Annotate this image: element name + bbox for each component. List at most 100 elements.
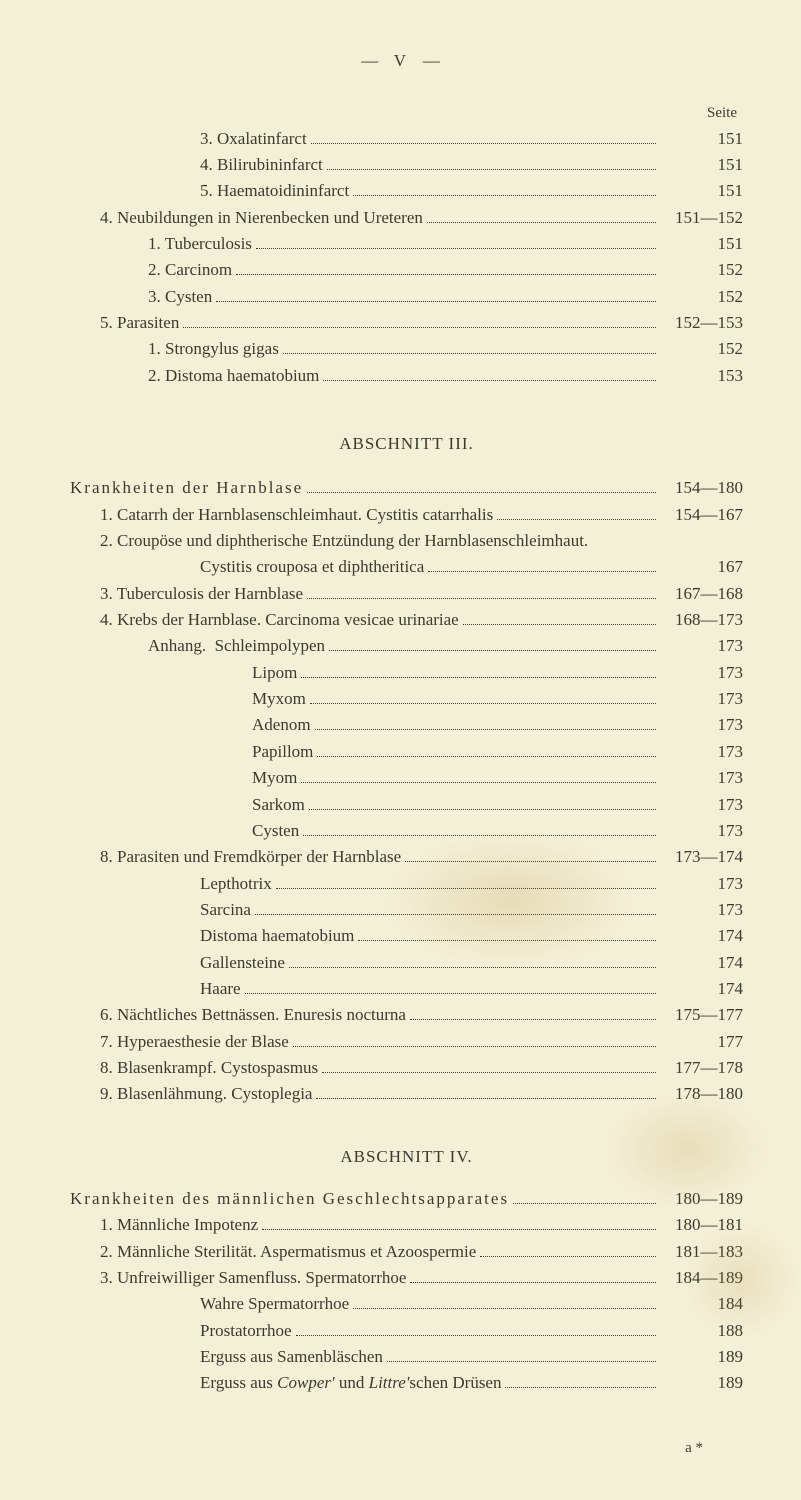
toc-label: Sarcina bbox=[200, 897, 251, 923]
leader-dots bbox=[497, 505, 656, 520]
toc-label: Lepthotrix bbox=[200, 871, 272, 897]
toc-label: 3. Tuberculosis der Harnblase bbox=[100, 581, 303, 607]
toc-label: Prostatorrhoe bbox=[200, 1318, 292, 1344]
toc-row: 1. Tuberculosis151 bbox=[70, 231, 743, 257]
toc-label: Papillom bbox=[252, 739, 313, 765]
dash-right: — bbox=[423, 51, 440, 70]
toc-page: 174 bbox=[660, 950, 743, 976]
toc-page: 173 bbox=[660, 818, 743, 844]
leader-dots bbox=[316, 1085, 656, 1100]
toc-page: 180—189 bbox=[660, 1186, 743, 1212]
leader-dots bbox=[410, 1006, 656, 1021]
toc-row: 4. Krebs der Harnblase. Carcinoma vesica… bbox=[70, 607, 743, 633]
toc-page: 151—152 bbox=[660, 205, 743, 231]
toc-row: Gallensteine 174 bbox=[70, 950, 743, 976]
toc-row: 2. Croupöse und diphtherische Entzündung… bbox=[70, 528, 743, 554]
toc-row: 1. Männliche Impotenz180—181 bbox=[70, 1212, 743, 1238]
leader-dots bbox=[311, 129, 656, 144]
toc-row: 6. Nächtliches Bettnässen. Enuresis noct… bbox=[70, 1002, 743, 1028]
leader-dots bbox=[463, 611, 656, 626]
toc-page: 151 bbox=[660, 126, 743, 152]
toc-label: 3. Unfreiwilliger Samenfluss. Spermatorr… bbox=[100, 1265, 406, 1291]
toc-page: 154—180 bbox=[660, 475, 743, 501]
toc-page: 173 bbox=[660, 712, 743, 738]
toc-row: Cysten 173 bbox=[70, 818, 743, 844]
dash-left: — bbox=[361, 51, 378, 70]
toc-label: Gallensteine bbox=[200, 950, 285, 976]
toc-page: 151 bbox=[660, 178, 743, 204]
toc-label: Wahre Spermatorrhoe bbox=[200, 1291, 349, 1317]
leader-dots bbox=[480, 1242, 656, 1257]
leader-dots bbox=[405, 848, 656, 863]
leader-dots bbox=[329, 637, 656, 652]
toc-page: 173 bbox=[660, 765, 743, 791]
toc-page: 152 bbox=[660, 284, 743, 310]
toc-page: 167 bbox=[660, 554, 743, 580]
toc-page: 152 bbox=[660, 257, 743, 283]
leader-dots bbox=[358, 927, 656, 942]
toc-row: Distoma haematobium174 bbox=[70, 923, 743, 949]
toc-page: 173 bbox=[660, 792, 743, 818]
toc-page: 174 bbox=[660, 976, 743, 1002]
toc-row: 3. Tuberculosis der Harnblase167—168 bbox=[70, 581, 743, 607]
toc-row: Papillom173 bbox=[70, 739, 743, 765]
toc-row: Lipom173 bbox=[70, 660, 743, 686]
leader-dots bbox=[276, 874, 656, 889]
leader-dots bbox=[216, 287, 656, 302]
toc-row: 3. Unfreiwilliger Samenfluss. Spermatorr… bbox=[70, 1265, 743, 1291]
leader-dots bbox=[410, 1268, 656, 1283]
leader-dots bbox=[301, 663, 656, 678]
toc-label: Adenom bbox=[252, 712, 311, 738]
toc-page: 178—180 bbox=[660, 1081, 743, 1107]
toc-page: 153 bbox=[660, 363, 743, 389]
toc-page: 174 bbox=[660, 923, 743, 949]
toc-page: 175—177 bbox=[660, 1002, 743, 1028]
toc-row: Adenom 173 bbox=[70, 712, 743, 738]
toc-label: Haare bbox=[200, 976, 241, 1002]
toc-label: 3. Cysten bbox=[148, 284, 212, 310]
toc-label: 3. Oxalatinfarct bbox=[200, 126, 307, 152]
toc-label: 4. Neubildungen in Nierenbecken und Uret… bbox=[100, 205, 423, 231]
leader-dots bbox=[315, 716, 656, 731]
leader-dots bbox=[513, 1189, 656, 1204]
toc-row: Prostatorrhoe188 bbox=[70, 1318, 743, 1344]
toc-row: 5. Haematoidininfarct 151 bbox=[70, 178, 743, 204]
toc-row: 2. Carcinom152 bbox=[70, 257, 743, 283]
toc-page: 173 bbox=[660, 897, 743, 923]
toc-page: 173 bbox=[660, 871, 743, 897]
toc-page: 152 bbox=[660, 336, 743, 362]
leader-dots bbox=[327, 155, 656, 170]
toc-label: 1. Catarrh der Harnblasenschleimhaut. Cy… bbox=[100, 502, 493, 528]
leader-dots bbox=[296, 1321, 656, 1336]
toc-row: 4. Neubildungen in Nierenbecken und Uret… bbox=[70, 205, 743, 231]
toc-row: Krankheiten der Harnblase154—180 bbox=[70, 475, 743, 501]
toc-label: 4. Bilirubininfarct bbox=[200, 152, 323, 178]
leader-dots bbox=[307, 584, 656, 599]
toc-row: 8. Parasiten und Fremdkörper der Harnbla… bbox=[70, 844, 743, 870]
toc-page: 177—178 bbox=[660, 1055, 743, 1081]
toc-row: Krankheiten des männlichen Geschlechtsap… bbox=[70, 1186, 743, 1212]
toc-label: 5. Haematoidininfarct bbox=[200, 178, 349, 204]
toc-label: Erguss aus Samenbläschen bbox=[200, 1344, 383, 1370]
leader-dots bbox=[505, 1374, 656, 1389]
leader-dots bbox=[301, 769, 656, 784]
toc-row: 4. Bilirubininfarct 151 bbox=[70, 152, 743, 178]
toc-row: 2. Distoma haematobium153 bbox=[70, 363, 743, 389]
toc-page: 151 bbox=[660, 152, 743, 178]
toc-page: 168—173 bbox=[660, 607, 743, 633]
toc-label: 7. Hyperaesthesie der Blase bbox=[100, 1029, 289, 1055]
toc-row: Myom 173 bbox=[70, 765, 743, 791]
toc-page: 173 bbox=[660, 686, 743, 712]
roman-numeral: V bbox=[394, 51, 407, 70]
leader-dots bbox=[255, 900, 656, 915]
toc-row: Anhang. Schleimpolypen173 bbox=[70, 633, 743, 659]
toc-row: Sarkom 173 bbox=[70, 792, 743, 818]
toc-row: Erguss aus Cowper' und Littre'schen Drüs… bbox=[70, 1370, 743, 1396]
toc-page: 173 bbox=[660, 633, 743, 659]
toc-label: Sarkom bbox=[252, 792, 305, 818]
page-number-header: — V — bbox=[0, 48, 801, 74]
toc-label: Myom bbox=[252, 765, 297, 791]
toc-label: Cysten bbox=[252, 818, 299, 844]
toc-row: Lepthotrix 173 bbox=[70, 871, 743, 897]
toc-label: 4. Krebs der Harnblase. Carcinoma vesica… bbox=[100, 607, 459, 633]
